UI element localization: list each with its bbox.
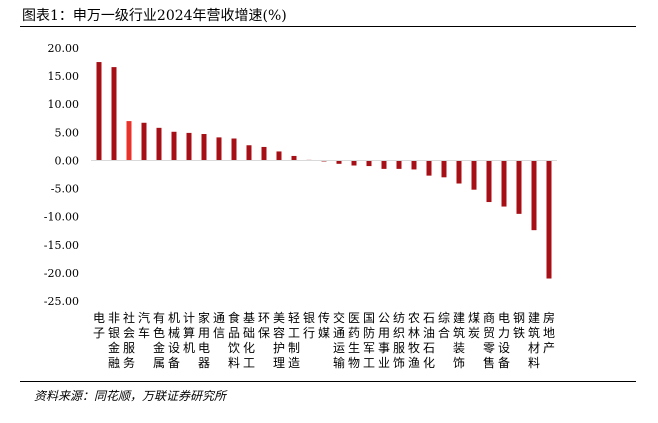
bar — [441, 160, 447, 178]
x-category-label: 食品饮料 — [228, 310, 240, 370]
bar — [231, 138, 237, 161]
x-category-label: 建筑装饰 — [453, 311, 465, 370]
x-category-label: 商贸零售 — [483, 310, 495, 370]
bar — [456, 160, 462, 184]
x-category-label: 银行 — [303, 311, 315, 340]
x-category-label: 建筑材料 — [528, 311, 540, 370]
bar — [171, 131, 177, 161]
bar — [411, 160, 417, 170]
x-category-label: 钢铁 — [513, 311, 525, 340]
y-tick-label: 20.00 — [48, 42, 80, 55]
x-category-label: 通信 — [213, 311, 225, 340]
bar — [396, 160, 402, 169]
bar — [471, 160, 477, 190]
bar — [426, 160, 432, 176]
title-rule — [20, 26, 636, 27]
x-category-label: 公用事业 — [378, 311, 390, 370]
y-tick-label: -5.00 — [51, 183, 79, 196]
x-category-label: 非银金融 — [108, 311, 120, 370]
chart-title: 图表1：申万一级行业2024年营收增速(%) — [22, 8, 287, 24]
x-category-label: 环保 — [258, 311, 270, 340]
bar — [291, 155, 297, 161]
bar — [351, 160, 357, 166]
y-tick-label: 5.00 — [55, 126, 80, 139]
bar — [366, 160, 372, 167]
x-category-label: 汽车 — [138, 310, 150, 340]
source-note: 资料来源：同花顺，万联证券研究所 — [34, 389, 227, 403]
bar — [201, 134, 207, 161]
x-category-label: 有色金属 — [153, 311, 165, 370]
bar — [516, 160, 522, 214]
y-tick-label: -25.00 — [44, 295, 79, 308]
y-tick-label: 0.00 — [55, 154, 80, 167]
x-category-label: 国防军工 — [363, 311, 375, 370]
bar — [276, 151, 282, 161]
bar — [531, 160, 537, 231]
bars — [96, 62, 552, 279]
bar — [126, 121, 132, 161]
bar — [96, 62, 102, 161]
x-category-label: 石油石化 — [423, 311, 435, 370]
bar — [546, 160, 552, 279]
bar — [381, 160, 387, 169]
x-category-label: 纺织服饰 — [393, 311, 405, 370]
y-axis-ticks: 20.00 15.00 10.00 5.00 0.00 -5.00 -10.00 -15.00… — [44, 42, 79, 308]
x-category-label: 交通运输 — [333, 310, 345, 370]
x-category-label: 综合 — [438, 311, 450, 340]
source-rule — [20, 381, 636, 382]
bar — [261, 146, 267, 161]
bar — [141, 122, 147, 161]
x-category-label: 医药生物 — [348, 311, 360, 370]
x-category-label: 家用电器 — [198, 310, 210, 370]
bar-chart: 20.00 15.00 10.00 5.00 0.00 -5.00 -10.00 -15.00… — [44, 42, 557, 370]
x-category-label: 计算机 — [183, 311, 195, 355]
bar — [336, 160, 342, 164]
x-category-label: 农林牧渔 — [408, 311, 420, 370]
bar — [246, 145, 252, 161]
x-category-label: 美容护理 — [273, 311, 285, 370]
y-tick-label: -10.00 — [44, 211, 79, 224]
y-tick-label: -20.00 — [44, 267, 79, 280]
x-axis-category-labels: 电子非银金融社会服务汽车有色金属机械设备计算机家用电器通信食品饮料基础化工环保美… — [93, 310, 555, 370]
bar — [186, 132, 192, 161]
x-category-label: 电子 — [93, 311, 105, 340]
x-category-label: 传媒 — [318, 310, 330, 340]
y-tick-label: 10.00 — [48, 98, 80, 111]
bar — [501, 160, 507, 207]
x-category-label: 房地产 — [543, 310, 555, 355]
x-category-label: 电力设备 — [498, 311, 510, 370]
x-category-label: 轻工制造 — [288, 311, 300, 370]
bar — [486, 160, 492, 203]
y-tick-label: -15.00 — [44, 239, 79, 252]
bar — [216, 137, 222, 161]
x-category-label: 社会服务 — [123, 310, 135, 370]
x-category-label: 机械设备 — [168, 311, 180, 370]
bar — [156, 127, 162, 161]
y-tick-label: 15.00 — [48, 70, 80, 83]
x-category-label: 煤炭 — [468, 311, 480, 340]
bar — [111, 67, 117, 161]
x-category-label: 基础化工 — [243, 311, 255, 370]
